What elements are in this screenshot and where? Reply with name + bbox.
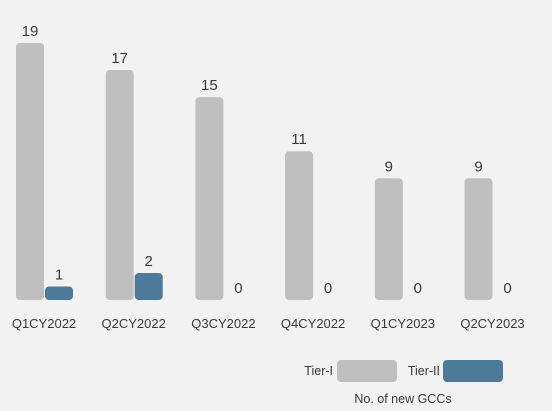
- category-label-q2cy2023: Q2CY2023: [460, 316, 524, 331]
- bar-tier-1-q3cy2022: [195, 97, 224, 301]
- bar-tier-1-q2cy2022: [105, 70, 134, 300]
- legend-caption: No. of new GCCs: [354, 392, 451, 406]
- data-label-tier-2-q2cy2023: 0: [503, 280, 511, 297]
- data-label-tier-2-q4cy2022: 0: [324, 280, 332, 297]
- data-label-tier-1-q1cy2023: 9: [385, 158, 393, 175]
- data-label-tier-2-q1cy2022: 1: [55, 266, 63, 283]
- legend-swatch-tier-1: [337, 360, 397, 382]
- category-label-q4cy2022: Q4CY2022: [281, 316, 345, 331]
- bar-tier-2-q1cy2022: [45, 286, 73, 300]
- data-label-tier-2-q3cy2022: 0: [234, 280, 242, 297]
- data-label-tier-2-q1cy2023: 0: [414, 280, 422, 297]
- data-label-tier-1-q3cy2022: 15: [201, 77, 218, 94]
- category-label-q2cy2022: Q2CY2022: [102, 316, 166, 331]
- legend-label-tier-2: Tier-II: [408, 364, 440, 378]
- category-label-q1cy2023: Q1CY2023: [371, 316, 435, 331]
- plot-area: 19 1 Q1CY2022 17 2 Q2CY2022 15 0 Q3CY2022 11 0 Q4CY…: [12, 23, 525, 331]
- bar-tier-2-q2cy2022: [134, 272, 163, 300]
- data-label-tier-1-q1cy2022: 19: [22, 23, 39, 40]
- bar-tier-1-q4cy2022: [285, 151, 314, 300]
- bar-tier-1-q2cy2023: [464, 178, 493, 300]
- data-label-tier-1-q4cy2022: 11: [291, 131, 307, 148]
- category-label-q1cy2022: Q1CY2022: [12, 316, 76, 331]
- category-label-q3cy2022: Q3CY2022: [191, 316, 255, 331]
- data-label-tier-1-q2cy2022: 17: [111, 50, 128, 67]
- data-label-tier-2-q2cy2022: 2: [145, 253, 153, 270]
- data-label-tier-1-q2cy2023: 9: [474, 158, 482, 175]
- legend-label-tier-1: Tier-I: [304, 364, 333, 378]
- bar-tier-1-q1cy2022: [16, 43, 44, 300]
- legend: Tier-I Tier-II No. of new GCCs: [304, 360, 503, 406]
- legend-swatch-tier-2: [443, 360, 503, 382]
- bar-tier-1-q1cy2023: [374, 178, 403, 300]
